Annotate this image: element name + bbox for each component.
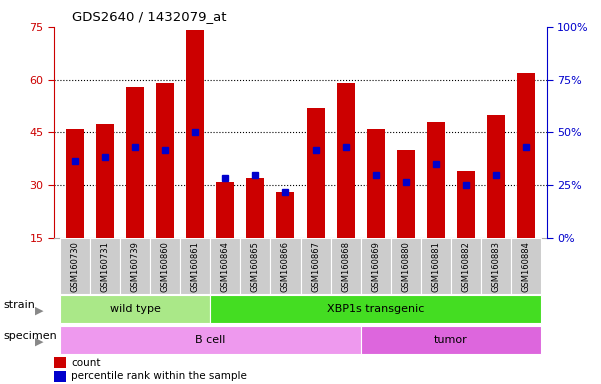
Bar [186, 30, 204, 238]
Bar [300, 238, 331, 294]
Bar [60, 238, 90, 294]
Bar [66, 129, 84, 238]
Text: GDS2640 / 1432079_at: GDS2640 / 1432079_at [72, 10, 227, 23]
Text: GSM160881: GSM160881 [432, 241, 440, 292]
Bar [361, 326, 541, 354]
Bar [90, 238, 120, 294]
Bar [240, 238, 270, 294]
Bar [54, 357, 66, 368]
Bar [367, 129, 385, 238]
Bar [150, 238, 180, 294]
Bar [156, 83, 174, 238]
Bar [120, 238, 150, 294]
Bar [511, 238, 541, 294]
Text: GSM160868: GSM160868 [341, 241, 350, 292]
Text: GSM160730: GSM160730 [71, 241, 79, 292]
Text: GSM160861: GSM160861 [191, 241, 200, 292]
Bar [180, 238, 210, 294]
Text: percentile rank within the sample: percentile rank within the sample [72, 371, 247, 381]
Bar [361, 238, 391, 294]
Bar [487, 115, 505, 238]
Text: GSM160884: GSM160884 [522, 241, 530, 292]
Text: wild type: wild type [110, 304, 160, 314]
Bar [481, 238, 511, 294]
Bar [270, 238, 300, 294]
Text: GSM160869: GSM160869 [371, 241, 380, 292]
Text: count: count [72, 358, 101, 368]
Bar [216, 182, 234, 238]
Bar [451, 238, 481, 294]
Text: specimen: specimen [3, 331, 56, 341]
Text: tumor: tumor [434, 335, 468, 345]
Bar [337, 83, 355, 238]
Bar [391, 238, 421, 294]
Bar [427, 122, 445, 238]
Text: B cell: B cell [195, 335, 225, 345]
Text: GSM160867: GSM160867 [311, 241, 320, 292]
Text: GSM160865: GSM160865 [251, 241, 260, 292]
Bar [307, 108, 325, 238]
Text: ▶: ▶ [35, 306, 43, 316]
Text: strain: strain [3, 300, 35, 310]
Bar [517, 73, 535, 238]
Bar [210, 295, 541, 323]
Bar [457, 171, 475, 238]
Bar [210, 238, 240, 294]
Bar [421, 238, 451, 294]
Text: GSM160882: GSM160882 [462, 241, 470, 292]
Bar [60, 295, 210, 323]
Text: GSM160731: GSM160731 [101, 241, 109, 292]
Text: ▶: ▶ [35, 337, 43, 347]
Text: GSM160864: GSM160864 [221, 241, 230, 292]
Bar [331, 238, 361, 294]
Bar [126, 87, 144, 238]
Bar [397, 150, 415, 238]
Text: GSM160866: GSM160866 [281, 241, 290, 292]
Bar [54, 371, 66, 382]
Text: GSM160860: GSM160860 [161, 241, 169, 292]
Text: XBP1s transgenic: XBP1s transgenic [327, 304, 424, 314]
Bar [96, 124, 114, 238]
Text: GSM160883: GSM160883 [492, 241, 500, 292]
Bar [246, 178, 264, 238]
Text: GSM160880: GSM160880 [401, 241, 410, 292]
Bar [60, 326, 361, 354]
Text: GSM160739: GSM160739 [131, 241, 139, 292]
Bar [276, 192, 294, 238]
